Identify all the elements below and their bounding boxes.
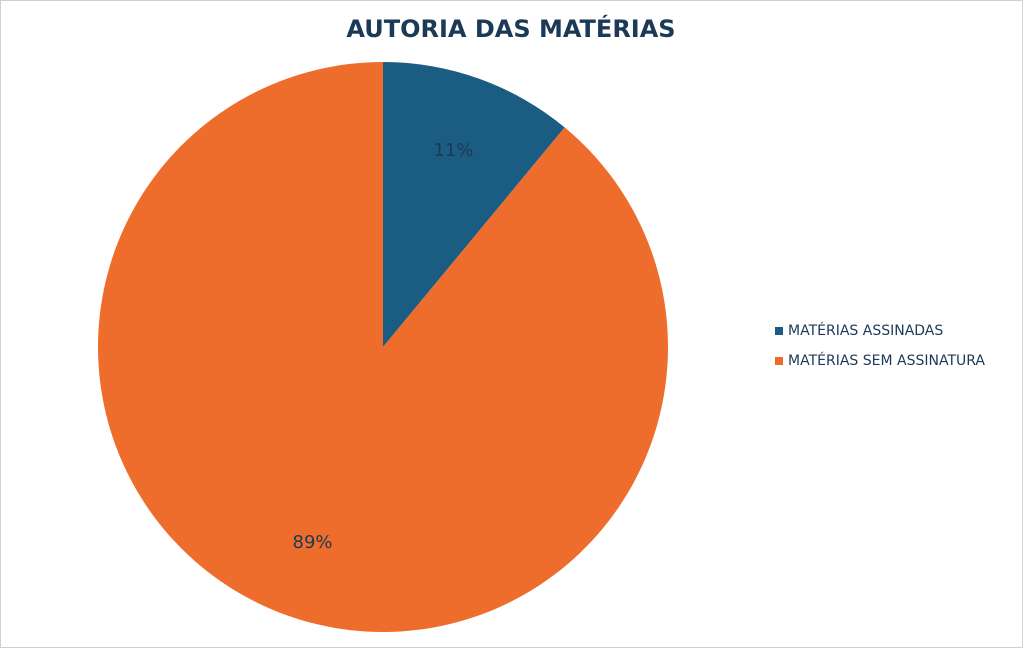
data-label: 89% [293, 532, 333, 553]
legend-swatch [775, 357, 783, 365]
data-label: 11% [433, 140, 473, 161]
legend-label: MATÉRIAS SEM ASSINATURA [788, 352, 985, 369]
pie: 11% 89% [98, 62, 668, 632]
legend: MATÉRIAS ASSINADAS MATÉRIAS SEM ASSINATUR… [775, 322, 985, 369]
chart-title: AUTORIA DAS MATÉRIAS [346, 14, 675, 43]
pie-slice [383, 62, 565, 347]
legend-label: MATÉRIAS ASSINADAS [788, 322, 943, 339]
pie-slice [98, 62, 668, 632]
legend-swatch [775, 327, 783, 335]
